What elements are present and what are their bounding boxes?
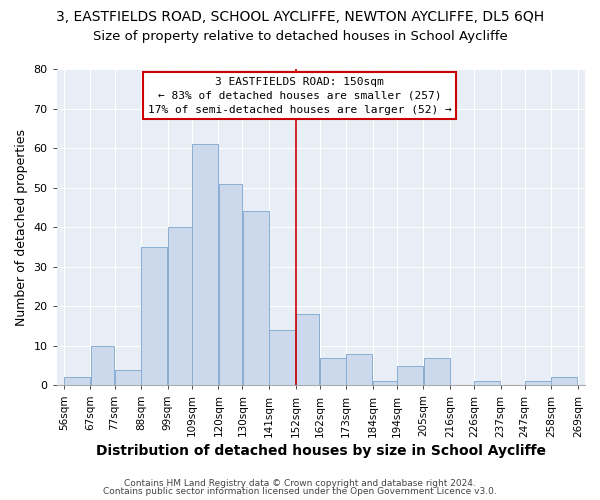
Bar — [346, 354, 373, 386]
Y-axis label: Number of detached properties: Number of detached properties — [15, 128, 28, 326]
Text: Contains public sector information licensed under the Open Government Licence v3: Contains public sector information licen… — [103, 487, 497, 496]
Bar — [243, 212, 269, 386]
Bar — [142, 247, 167, 386]
Bar — [397, 366, 423, 386]
Bar — [474, 382, 500, 386]
Bar — [373, 382, 397, 386]
Bar — [218, 184, 242, 386]
Bar — [296, 314, 319, 386]
Bar — [320, 358, 346, 386]
Text: Size of property relative to detached houses in School Aycliffe: Size of property relative to detached ho… — [92, 30, 508, 43]
Bar — [551, 378, 577, 386]
Bar — [269, 330, 295, 386]
Bar — [91, 346, 115, 386]
Bar — [424, 358, 449, 386]
Bar — [192, 144, 218, 386]
Bar — [115, 370, 141, 386]
X-axis label: Distribution of detached houses by size in School Aycliffe: Distribution of detached houses by size … — [96, 444, 546, 458]
Text: 3 EASTFIELDS ROAD: 150sqm
← 83% of detached houses are smaller (257)
17% of semi: 3 EASTFIELDS ROAD: 150sqm ← 83% of detac… — [148, 77, 452, 115]
Bar — [168, 227, 191, 386]
Text: Contains HM Land Registry data © Crown copyright and database right 2024.: Contains HM Land Registry data © Crown c… — [124, 478, 476, 488]
Bar — [525, 382, 551, 386]
Bar — [64, 378, 90, 386]
Text: 3, EASTFIELDS ROAD, SCHOOL AYCLIFFE, NEWTON AYCLIFFE, DL5 6QH: 3, EASTFIELDS ROAD, SCHOOL AYCLIFFE, NEW… — [56, 10, 544, 24]
